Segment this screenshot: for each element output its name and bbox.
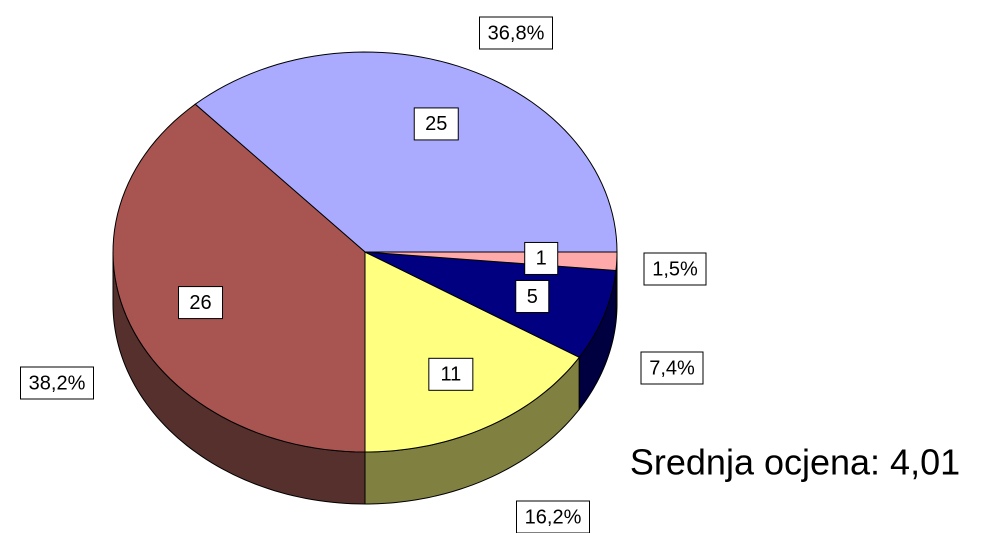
percent-label: 7,4% bbox=[649, 357, 695, 379]
label-box bbox=[640, 351, 704, 385]
label-box bbox=[643, 252, 707, 286]
value-label: 5 bbox=[527, 286, 538, 308]
value-label: 26 bbox=[189, 292, 211, 314]
label-box bbox=[479, 16, 553, 50]
label-box bbox=[524, 241, 559, 275]
label-box bbox=[178, 286, 224, 320]
value-label: 1 bbox=[536, 248, 547, 270]
value-label: 11 bbox=[440, 364, 461, 386]
slice bbox=[364, 251, 581, 453]
percent-label: 1,5% bbox=[652, 258, 698, 280]
label-box bbox=[428, 357, 474, 391]
percent-label: 36,8% bbox=[488, 22, 545, 44]
slice bbox=[194, 51, 618, 253]
label-box bbox=[516, 500, 590, 533]
label-box bbox=[20, 366, 94, 400]
percent-label: 38,2% bbox=[29, 372, 86, 394]
label-box bbox=[515, 279, 550, 313]
slice bbox=[112, 103, 366, 453]
slice bbox=[364, 251, 617, 358]
value-label: 25 bbox=[425, 113, 447, 135]
label-box bbox=[413, 107, 459, 141]
percent-label: 16,2% bbox=[525, 506, 582, 528]
annotation: Srednja ocjena: 4,01 bbox=[630, 442, 960, 483]
